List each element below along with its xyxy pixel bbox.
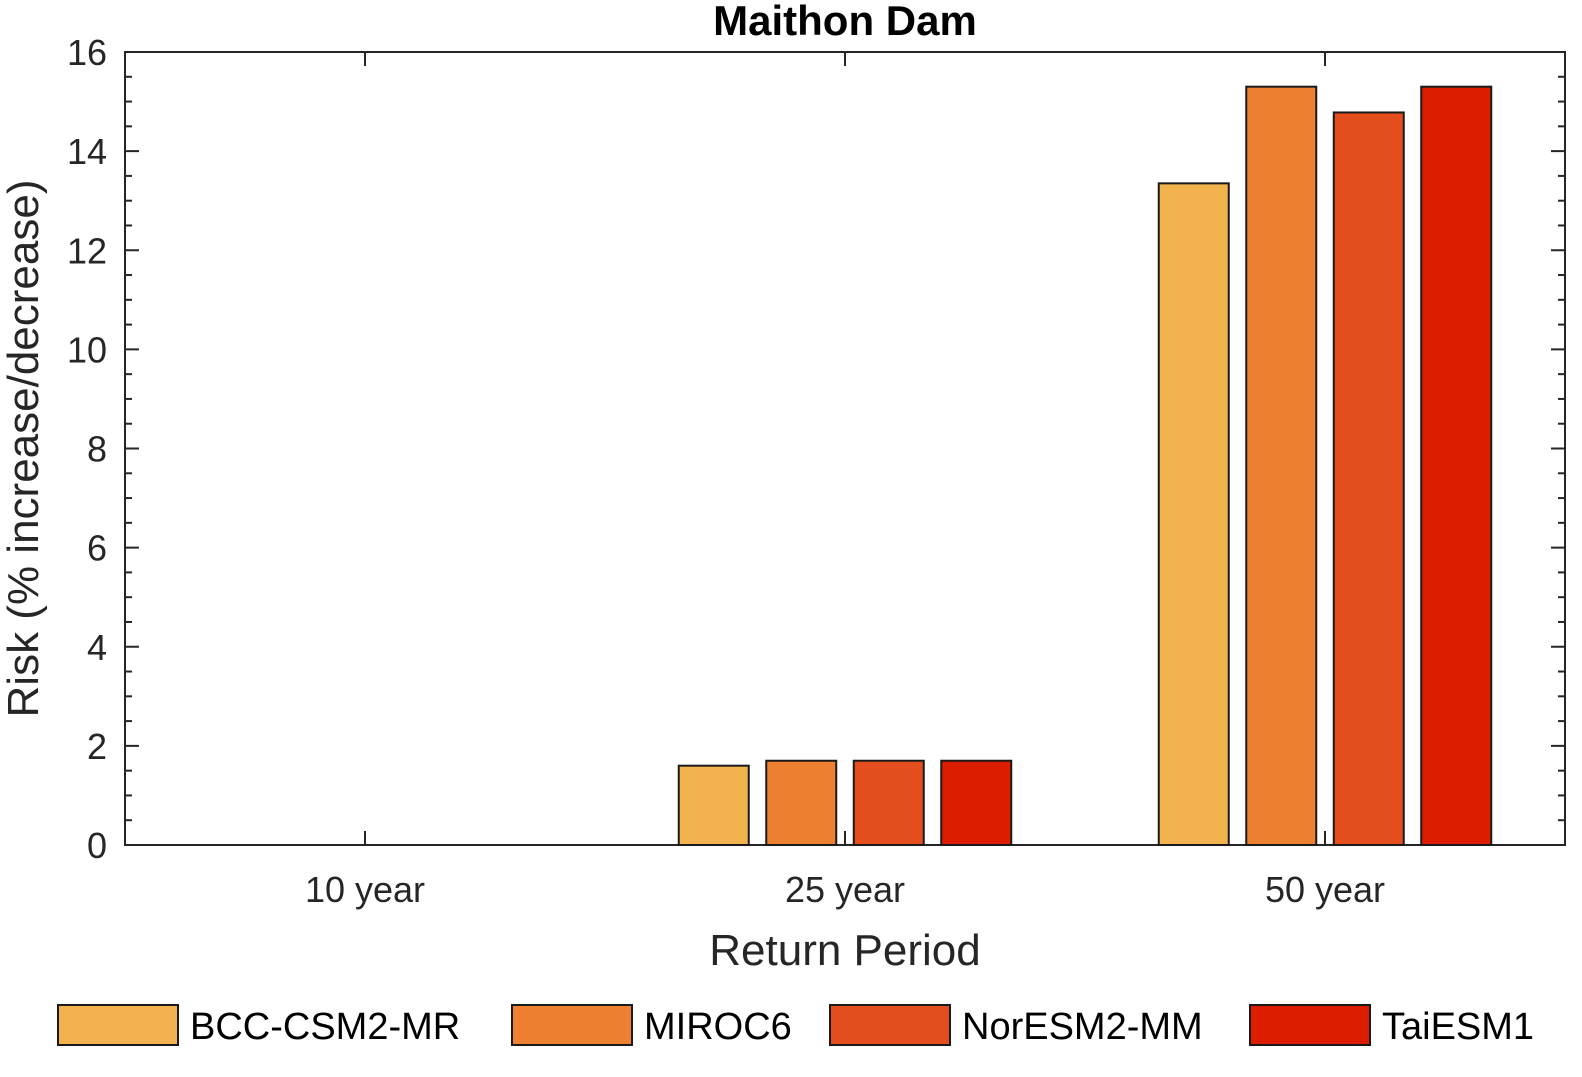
bar [1332, 111, 1405, 846]
y-tick-label: 16 [67, 32, 107, 73]
legend-entry-label: BCC-CSM2-MR [190, 1006, 460, 1048]
y-tick-label: 4 [87, 627, 107, 668]
bar [677, 764, 750, 847]
y-tick-label: 2 [87, 726, 107, 767]
x-tick-label: 25 year [785, 869, 905, 910]
y-tick-label: 10 [67, 329, 107, 370]
bar [765, 759, 838, 847]
x-axis-label: Return Period [709, 926, 980, 975]
y-tick-label: 6 [87, 528, 107, 569]
bar [852, 759, 925, 847]
y-tick-label: 12 [67, 230, 107, 271]
legend: BCC-CSM2-MR MIROC6 NorESM2-MM TaiESM1 [57, 1004, 1534, 1048]
legend-entry-label: TaiESM1 [1382, 1006, 1534, 1048]
bar [1420, 85, 1493, 847]
y-tick-label: 0 [87, 825, 107, 866]
chart-title: Maithon Dam [713, 0, 977, 44]
legend-entry-label: MIROC6 [644, 1006, 792, 1048]
bar [940, 759, 1013, 847]
legend-swatch [1249, 1004, 1371, 1046]
legend-swatch [829, 1004, 951, 1046]
legend-swatch [511, 1004, 633, 1046]
y-axis-label: Risk (% increase/decrease) [0, 180, 48, 718]
legend-entry-label: NorESM2-MM [962, 1006, 1203, 1048]
legend-swatch [57, 1004, 179, 1046]
y-tick-label: 8 [87, 429, 107, 470]
y-tick-label: 14 [67, 131, 107, 172]
x-tick-label: 50 year [1265, 869, 1385, 910]
bar [1245, 85, 1318, 847]
plot-area: 0 2 4 6 8 10 12 14 16 10 year 25 year 50 year [67, 32, 1566, 910]
bar [1157, 182, 1230, 846]
x-tick-label: 10 year [305, 869, 425, 910]
